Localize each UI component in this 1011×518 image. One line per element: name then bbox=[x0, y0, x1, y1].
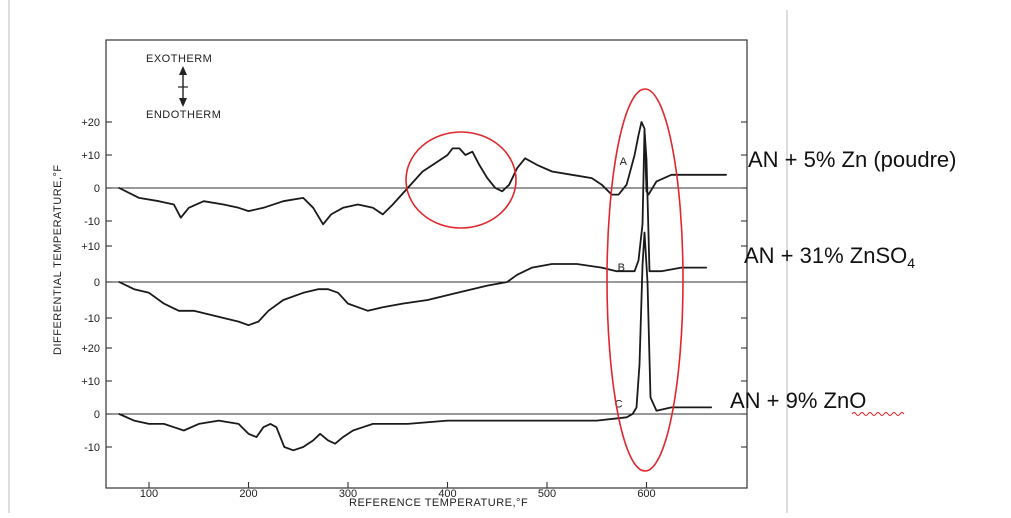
curve-c bbox=[118, 231, 713, 452]
y-axis-title: DIFFERENTIAL TEMPERATURE,°F bbox=[52, 164, 64, 355]
annotation-b-text: AN + 31% ZnSO bbox=[744, 243, 907, 268]
x-tick-label: 400 bbox=[438, 488, 456, 500]
curve-label-a: A bbox=[620, 156, 628, 168]
highlight-ellipse-600f-peaks bbox=[606, 88, 684, 472]
annotation-a-label: AN + 5% Zn (poudre) bbox=[748, 147, 956, 172]
exotherm-label: EXOTHERM bbox=[146, 53, 212, 65]
annotation-c-text: AN + 9% ZnO bbox=[730, 388, 866, 413]
y-tick-label: 0 bbox=[94, 409, 100, 421]
y-tick-label: +10 bbox=[81, 150, 100, 162]
y-tick-label: +10 bbox=[81, 376, 100, 388]
annotation-c-label: AN + 9% ZnO bbox=[730, 388, 866, 413]
x-axis-title: REFERENCE TEMPERATURE,°F bbox=[349, 497, 528, 509]
plot-frame bbox=[105, 39, 748, 489]
endotherm-label: ENDOTHERM bbox=[146, 109, 221, 121]
annotation-b-subscript: 4 bbox=[907, 255, 915, 271]
y-tick-label: -10 bbox=[84, 442, 100, 454]
y-tick-label: 0 bbox=[94, 183, 100, 195]
curve-label-b: B bbox=[618, 262, 625, 274]
y-tick-label: -10 bbox=[84, 216, 100, 228]
x-tick-label: 600 bbox=[637, 488, 655, 500]
legend-arrow-up-icon bbox=[179, 66, 187, 75]
legend-arrow-down-icon bbox=[179, 98, 187, 107]
y-tick-label: +20 bbox=[81, 343, 100, 355]
x-tick-label: 500 bbox=[538, 488, 556, 500]
annotation-a-text: AN + 5% Zn (poudre) bbox=[748, 147, 956, 172]
y-tick-label: +20 bbox=[81, 117, 100, 129]
y-tick-label: 0 bbox=[94, 277, 100, 289]
exotherm-endotherm-legend: EXOTHERM ENDOTHERM bbox=[146, 53, 221, 121]
spellcheck-underline bbox=[851, 412, 905, 416]
x-tick-label: 200 bbox=[239, 488, 257, 500]
curve-label-c: C bbox=[615, 398, 623, 410]
y-tick-label: -10 bbox=[84, 313, 100, 325]
curve-b bbox=[118, 129, 708, 327]
annotation-b-label: AN + 31% ZnSO4 bbox=[744, 243, 915, 271]
x-tick-label: 300 bbox=[339, 488, 357, 500]
curve-a bbox=[118, 121, 727, 226]
y-tick-label: +10 bbox=[81, 241, 100, 253]
highlight-ellipse-low-temp-peak bbox=[405, 131, 517, 229]
x-tick-label: 100 bbox=[140, 488, 158, 500]
